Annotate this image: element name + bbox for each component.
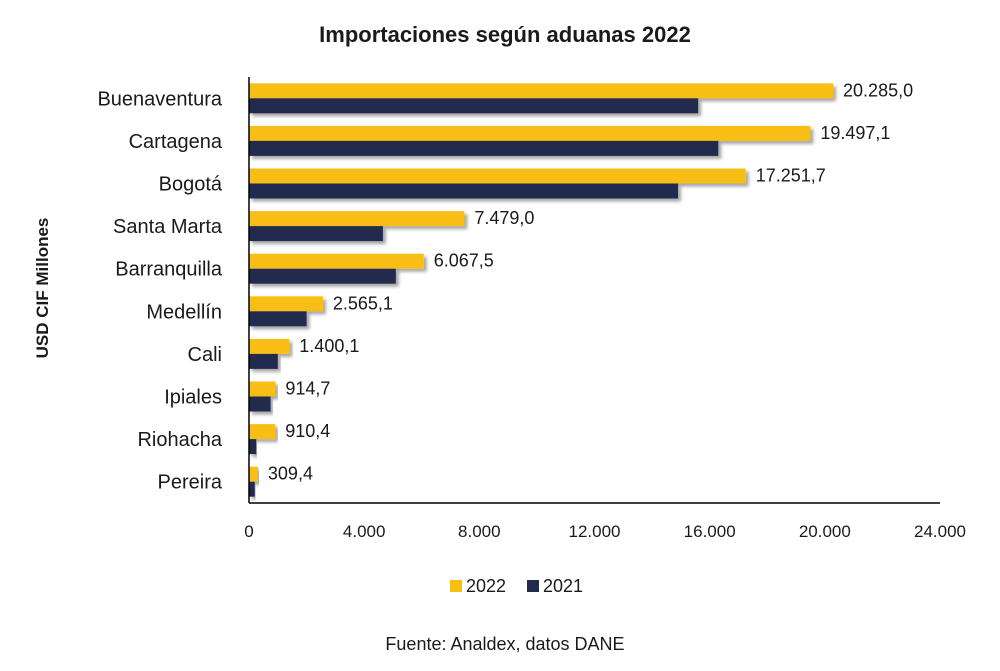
legend-label-2021: 2021 — [543, 576, 583, 596]
chart-title: Importaciones según aduanas 2022 — [319, 22, 691, 47]
category-label-cali: Cali — [188, 344, 222, 366]
category-label-santa-marta: Santa Marta — [113, 216, 223, 238]
bar-2021-riohacha — [249, 439, 257, 455]
x-tick-label: 16.000 — [684, 522, 736, 541]
bar-2021-ipiales — [249, 396, 271, 412]
bar-2021-barranquilla — [249, 268, 396, 284]
bar-2022-santa-marta — [249, 211, 465, 227]
bar-2022-buenaventura — [249, 83, 834, 99]
category-label-cartagena: Cartagena — [129, 131, 223, 153]
bar-2021-pereira — [249, 481, 255, 497]
category-label-bogota: Bogotá — [159, 174, 223, 196]
data-label-2022-barranquilla: 6.067,5 — [434, 251, 494, 271]
bars-group: 20.285,0 19.497,1 17.251,7 7.479,0 6.067,5 2.… — [249, 80, 913, 497]
bar-2021-santa-marta — [249, 226, 383, 242]
bar-2022-cali — [249, 338, 290, 354]
category-label-pereira: Pereira — [158, 472, 223, 494]
category-label-buenaventura: Buenaventura — [97, 88, 222, 110]
x-tick-label: 4.000 — [343, 522, 386, 541]
axes-group: Buenaventura Cartagena Bogotá Santa Marta Ba… — [97, 77, 966, 541]
legend-swatch-2021 — [527, 580, 539, 592]
data-label-2022-riohacha: 910,4 — [285, 421, 330, 441]
data-label-2022-buenaventura: 20.285,0 — [843, 80, 913, 100]
y-axis-label: USD CIF Millones — [33, 218, 52, 359]
x-tick-label: 0 — [244, 522, 253, 541]
source-note: Fuente: Analdex, datos DANE — [385, 634, 624, 654]
data-label-2022-cali: 1.400,1 — [299, 336, 359, 356]
bar-2022-bogota — [249, 168, 746, 184]
x-tick-label: 12.000 — [569, 522, 621, 541]
data-label-2022-cartagena: 19.497,1 — [820, 123, 890, 143]
x-tick-label: 20.000 — [799, 522, 851, 541]
bar-2022-riohacha — [249, 424, 276, 440]
category-label-medellin: Medellín — [146, 301, 222, 323]
bar-2021-cartagena — [249, 140, 719, 156]
legend-swatch-2022 — [450, 580, 462, 592]
bar-2022-medellin — [249, 296, 323, 312]
category-label-barranquilla: Barranquilla — [115, 259, 223, 281]
data-label-2022-medellin: 2.565,1 — [333, 293, 393, 313]
category-label-ipiales: Ipiales — [164, 387, 222, 409]
data-label-2022-santa-marta: 7.479,0 — [474, 208, 534, 228]
legend-label-2022: 2022 — [466, 576, 506, 596]
bar-2022-pereira — [249, 466, 258, 482]
data-label-2022-pereira: 309,4 — [268, 464, 313, 484]
bar-2022-ipiales — [249, 381, 276, 397]
bar-2021-buenaventura — [249, 98, 699, 114]
bar-2021-bogota — [249, 183, 678, 199]
legend: 2022 2021 — [450, 576, 583, 596]
bar-2021-medellin — [249, 311, 307, 327]
data-label-2022-ipiales: 914,7 — [285, 379, 330, 399]
x-tick-label: 24.000 — [914, 522, 966, 541]
category-label-riohacha: Riohacha — [137, 429, 222, 451]
bar-2021-cali — [249, 353, 278, 369]
bar-2022-barranquilla — [249, 253, 424, 269]
x-tick-label: 8.000 — [458, 522, 501, 541]
bar-2022-cartagena — [249, 125, 811, 141]
data-label-2022-bogota: 17.251,7 — [756, 166, 826, 186]
